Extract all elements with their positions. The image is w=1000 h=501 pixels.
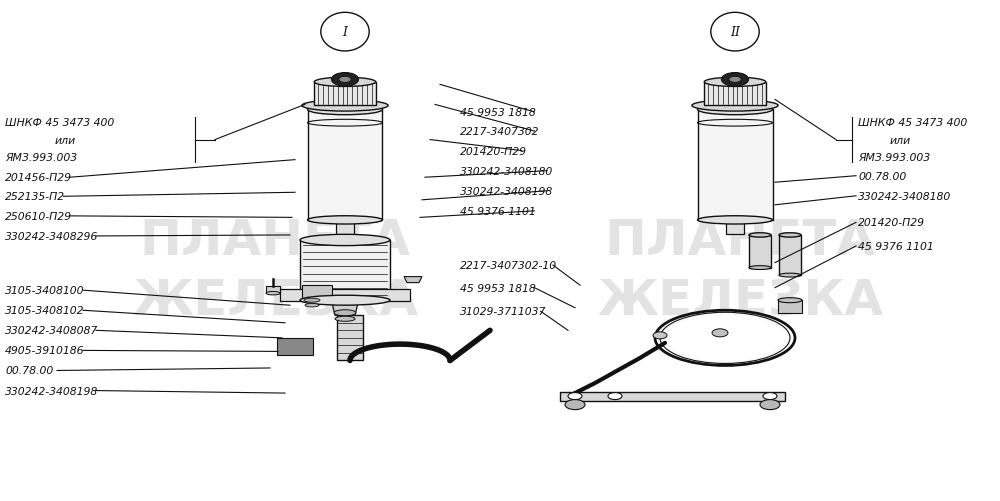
- Polygon shape: [302, 286, 332, 298]
- Text: II: II: [730, 26, 740, 39]
- Text: 45 9953 1818: 45 9953 1818: [460, 283, 536, 293]
- Text: 330242-3408198: 330242-3408198: [5, 386, 98, 396]
- Text: 201456-П29: 201456-П29: [5, 173, 72, 183]
- Text: 00.78.00: 00.78.00: [5, 366, 53, 376]
- Ellipse shape: [304, 299, 320, 303]
- Polygon shape: [778, 301, 802, 313]
- Ellipse shape: [704, 78, 766, 87]
- Text: 2217-3407302-10: 2217-3407302-10: [460, 261, 557, 271]
- Ellipse shape: [692, 101, 778, 112]
- Text: 31029-3711037: 31029-3711037: [460, 307, 546, 317]
- Ellipse shape: [335, 317, 355, 322]
- Circle shape: [712, 329, 728, 337]
- Ellipse shape: [665, 315, 785, 362]
- Text: 45 9376 1101: 45 9376 1101: [460, 206, 536, 216]
- Polygon shape: [300, 240, 390, 301]
- Ellipse shape: [266, 292, 280, 295]
- Polygon shape: [749, 235, 771, 268]
- Polygon shape: [277, 338, 313, 356]
- Text: 45 9953 1818: 45 9953 1818: [460, 108, 536, 118]
- Text: ЯМЗ.993.003: ЯМЗ.993.003: [5, 153, 77, 163]
- Circle shape: [331, 73, 359, 87]
- Polygon shape: [266, 287, 280, 294]
- Ellipse shape: [778, 298, 802, 303]
- Polygon shape: [314, 83, 376, 106]
- Text: 330242-3408198: 330242-3408198: [460, 186, 553, 196]
- Ellipse shape: [698, 216, 772, 224]
- Circle shape: [721, 73, 749, 87]
- Text: ПЛАНЕТА: ПЛАНЕТА: [139, 216, 411, 265]
- Circle shape: [729, 77, 741, 83]
- Text: 250610-П29: 250610-П29: [5, 211, 72, 221]
- Text: 4905-3910186: 4905-3910186: [5, 346, 84, 356]
- Text: 3105-3408102: 3105-3408102: [5, 306, 84, 316]
- Text: 201420-П29: 201420-П29: [858, 218, 925, 228]
- Polygon shape: [336, 220, 354, 240]
- Polygon shape: [704, 83, 766, 106]
- Text: 330242-3408087: 330242-3408087: [5, 326, 98, 336]
- Text: ЖЕЛЕЗКА: ЖЕЛЕЗКА: [132, 277, 418, 325]
- Text: 45 9376 1101: 45 9376 1101: [858, 241, 934, 252]
- Circle shape: [763, 393, 777, 400]
- Text: ЖЕЛЕЗКА: ЖЕЛЕЗКА: [597, 277, 883, 325]
- Circle shape: [760, 400, 780, 410]
- Circle shape: [565, 400, 585, 410]
- Polygon shape: [332, 303, 358, 316]
- Ellipse shape: [314, 78, 376, 87]
- Text: ЯМЗ.993.003: ЯМЗ.993.003: [858, 153, 930, 163]
- Polygon shape: [560, 392, 785, 401]
- Text: 2217-3407302: 2217-3407302: [460, 127, 540, 137]
- Ellipse shape: [660, 313, 790, 364]
- Ellipse shape: [749, 266, 771, 270]
- Ellipse shape: [300, 296, 390, 306]
- Text: 3105-3408100: 3105-3408100: [5, 286, 84, 296]
- Text: I: I: [342, 26, 348, 39]
- Polygon shape: [337, 316, 363, 361]
- Text: 330242-3408296: 330242-3408296: [5, 231, 98, 241]
- Polygon shape: [280, 290, 410, 302]
- Ellipse shape: [334, 310, 356, 316]
- Circle shape: [568, 393, 582, 400]
- Circle shape: [339, 77, 351, 83]
- Ellipse shape: [300, 235, 390, 246]
- Text: ШНКФ 45 3473 400: ШНКФ 45 3473 400: [5, 118, 114, 128]
- Text: 252135-П2: 252135-П2: [5, 192, 65, 202]
- Text: ПЛАНЕТА: ПЛАНЕТА: [604, 216, 876, 265]
- Circle shape: [608, 393, 622, 400]
- Text: 330242-3408180: 330242-3408180: [858, 191, 951, 201]
- Polygon shape: [698, 110, 772, 220]
- Ellipse shape: [698, 105, 772, 116]
- Text: 330242-3408180: 330242-3408180: [460, 166, 553, 176]
- Ellipse shape: [749, 233, 771, 237]
- Ellipse shape: [305, 304, 319, 307]
- Ellipse shape: [308, 105, 382, 116]
- Polygon shape: [726, 220, 744, 234]
- Polygon shape: [404, 277, 422, 283]
- Text: или: или: [55, 135, 76, 145]
- Text: или: или: [890, 135, 911, 145]
- Ellipse shape: [302, 101, 388, 112]
- Polygon shape: [779, 235, 801, 276]
- Ellipse shape: [308, 216, 382, 224]
- Text: 00.78.00: 00.78.00: [858, 171, 906, 181]
- Polygon shape: [308, 110, 382, 220]
- Circle shape: [653, 332, 667, 339]
- Text: ШНКФ 45 3473 400: ШНКФ 45 3473 400: [858, 118, 967, 128]
- Text: 201420-П29: 201420-П29: [460, 146, 527, 156]
- Ellipse shape: [779, 233, 801, 237]
- Ellipse shape: [779, 274, 801, 278]
